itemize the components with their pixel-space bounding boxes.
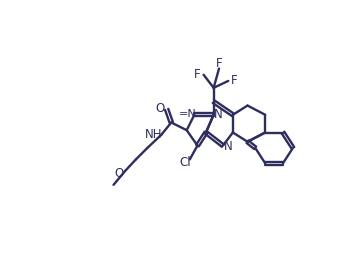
Text: O: O <box>114 167 123 180</box>
Text: F: F <box>194 68 201 81</box>
Text: N: N <box>224 140 233 153</box>
Text: O: O <box>155 102 164 115</box>
Text: N: N <box>214 107 223 120</box>
Text: F: F <box>216 57 222 70</box>
Text: F: F <box>231 74 238 87</box>
Text: =N: =N <box>178 109 196 119</box>
Text: NH: NH <box>145 128 162 141</box>
Text: Cl: Cl <box>180 156 191 169</box>
